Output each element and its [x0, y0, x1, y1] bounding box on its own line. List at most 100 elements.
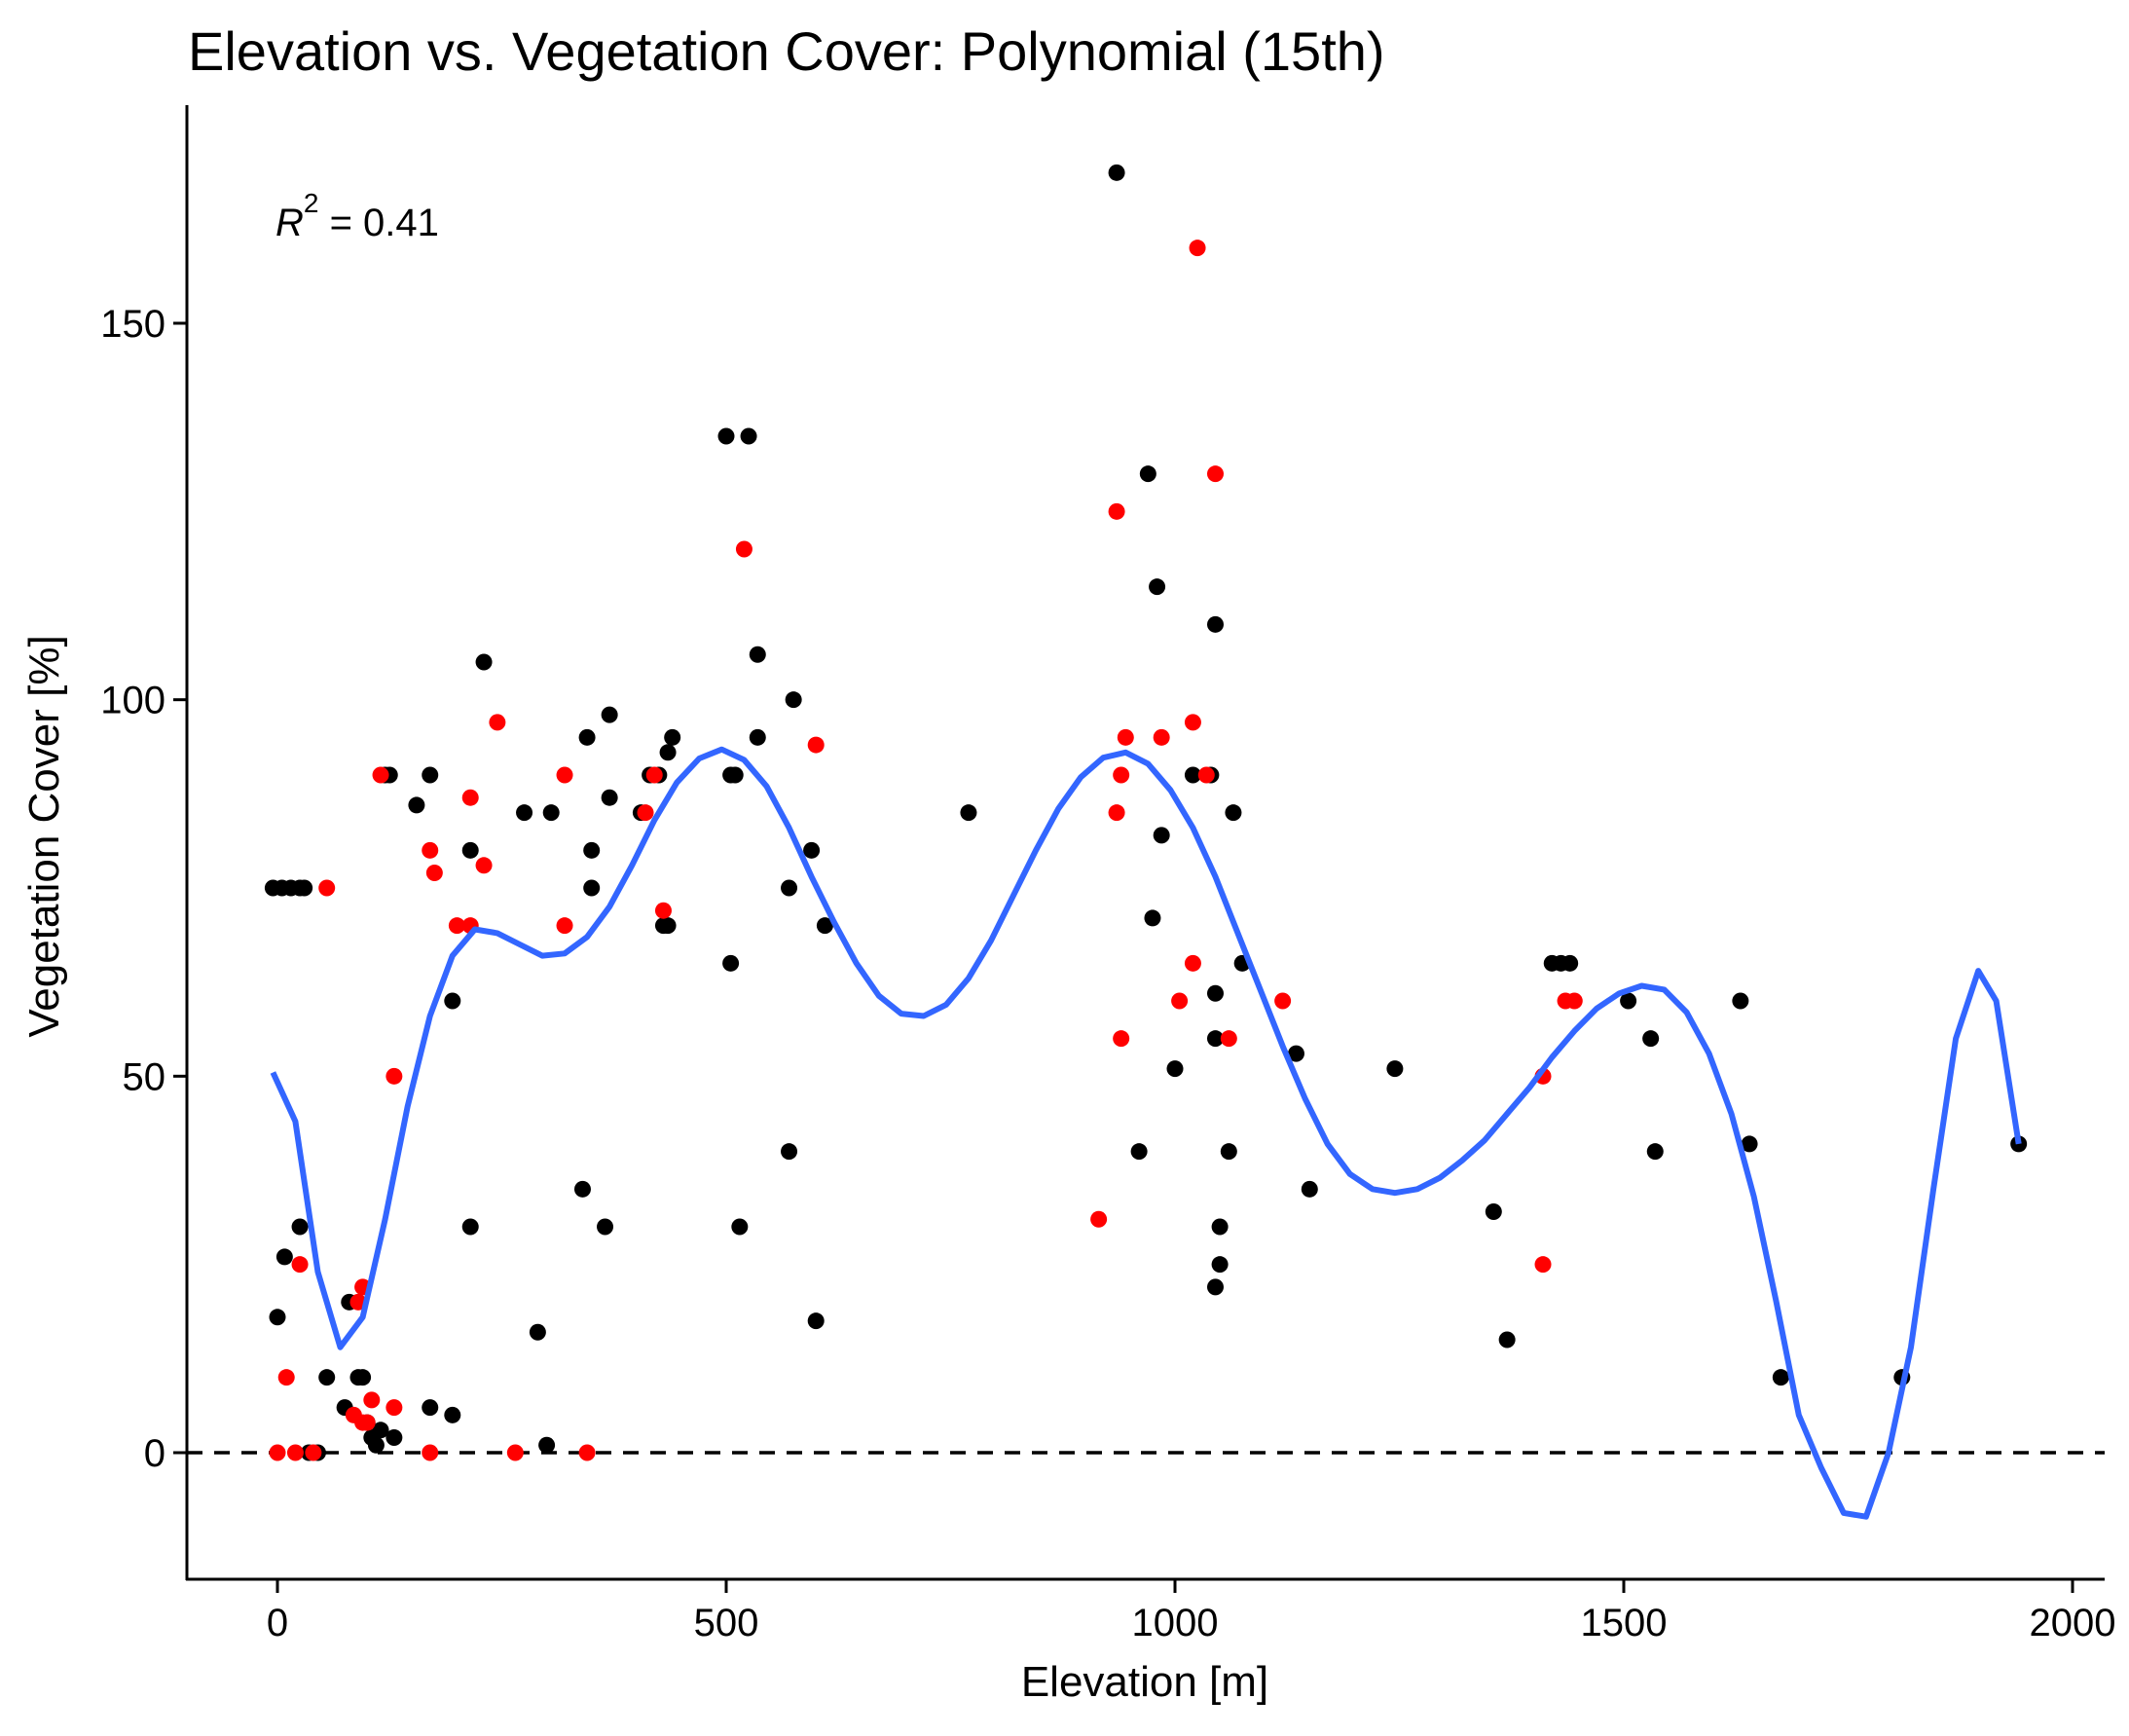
data-point — [1220, 1143, 1237, 1161]
data-point — [1108, 164, 1125, 181]
data-point — [1642, 1030, 1660, 1048]
data-point — [659, 744, 677, 761]
data-point — [1108, 502, 1125, 520]
data-point — [1090, 1210, 1108, 1228]
chart-title: Elevation vs. Vegetation Cover: Polynomi… — [188, 20, 1385, 82]
data-point — [385, 1399, 403, 1417]
x-tick-label: 2000 — [2030, 1602, 2116, 1644]
data-point — [740, 427, 757, 445]
data-point — [1732, 992, 1749, 1010]
data-point — [444, 992, 461, 1010]
data-point — [1149, 578, 1166, 596]
data-point — [296, 879, 313, 897]
data-point — [597, 1218, 614, 1236]
data-point — [318, 879, 336, 897]
data-point — [1561, 954, 1579, 972]
data-point — [781, 1143, 798, 1161]
data-point — [1144, 909, 1161, 927]
data-point — [803, 841, 821, 859]
data-point — [659, 917, 677, 935]
r-squared-symbol: R — [275, 202, 304, 244]
data-point — [573, 1180, 591, 1198]
data-point — [358, 1414, 376, 1431]
data-point — [1772, 1369, 1789, 1386]
data-point — [1498, 1331, 1516, 1348]
data-point — [637, 804, 654, 822]
data-point — [816, 917, 833, 935]
data-point — [664, 728, 681, 746]
data-point — [422, 1399, 439, 1417]
data-point — [601, 789, 618, 806]
data-point — [277, 1369, 295, 1386]
data-point — [542, 804, 560, 822]
data-point — [601, 706, 618, 723]
data-point — [2010, 1135, 2028, 1153]
data-point — [489, 714, 506, 731]
data-point — [305, 1444, 322, 1461]
data-point — [422, 841, 439, 859]
data-point — [1139, 465, 1156, 483]
data-point — [1166, 1060, 1184, 1078]
data-point — [422, 766, 439, 784]
data-point — [448, 917, 465, 935]
data-point — [1206, 1030, 1224, 1048]
data-point — [1108, 804, 1125, 822]
data-point — [1206, 465, 1224, 483]
data-point — [291, 1218, 309, 1236]
data-point — [354, 1369, 372, 1386]
y-axis-label: Vegetation Cover [%] — [20, 635, 68, 1037]
data-point — [578, 1444, 596, 1461]
data-point — [556, 917, 573, 935]
data-point — [1211, 1218, 1229, 1236]
data-point — [654, 902, 672, 919]
polynomial-fit-line — [270, 746, 2022, 1520]
data-point — [475, 653, 493, 671]
data-point — [583, 841, 601, 859]
data-point — [1301, 1180, 1318, 1198]
data-point — [461, 841, 479, 859]
data-point — [461, 789, 479, 806]
x-tick-label: 1500 — [1581, 1602, 1668, 1644]
data-point — [1220, 1030, 1237, 1048]
data-point — [645, 766, 663, 784]
r-squared-superscript: 2 — [304, 188, 319, 218]
data-point — [269, 1444, 286, 1461]
data-point — [286, 1444, 304, 1461]
data-point — [516, 804, 533, 822]
data-point — [1130, 1143, 1148, 1161]
data-point — [735, 540, 752, 558]
r-squared-annotation: R2 = 0.41 — [275, 188, 439, 244]
x-tick-label: 500 — [694, 1602, 759, 1644]
data-point — [785, 691, 802, 709]
data-point — [807, 1312, 825, 1330]
data-point — [538, 1436, 556, 1454]
data-point — [1534, 1256, 1552, 1274]
data-point — [749, 728, 766, 746]
data-point — [1171, 992, 1189, 1010]
x-tick-label: 0 — [267, 1602, 288, 1644]
data-point — [960, 804, 977, 822]
data-point — [556, 766, 573, 784]
data-point — [475, 857, 493, 874]
data-point — [1153, 728, 1170, 746]
data-point — [372, 1422, 389, 1439]
r-squared-value: = 0.41 — [318, 202, 438, 244]
data-point — [1189, 240, 1206, 257]
data-point — [1646, 1143, 1664, 1161]
data-point — [1153, 827, 1170, 844]
data-point — [1184, 766, 1201, 784]
data-point — [1485, 1203, 1502, 1221]
y-tick-label: 150 — [100, 303, 165, 346]
data-point — [372, 766, 389, 784]
data-point — [578, 728, 596, 746]
x-axis-label: Elevation [m] — [1021, 1658, 1268, 1706]
data-point — [717, 427, 735, 445]
data-point — [408, 796, 425, 814]
data-point — [722, 954, 740, 972]
data-point — [363, 1391, 381, 1409]
data-point — [1206, 984, 1224, 1002]
data-point — [1386, 1060, 1404, 1078]
data-point — [529, 1323, 546, 1341]
data-point — [275, 1248, 293, 1266]
